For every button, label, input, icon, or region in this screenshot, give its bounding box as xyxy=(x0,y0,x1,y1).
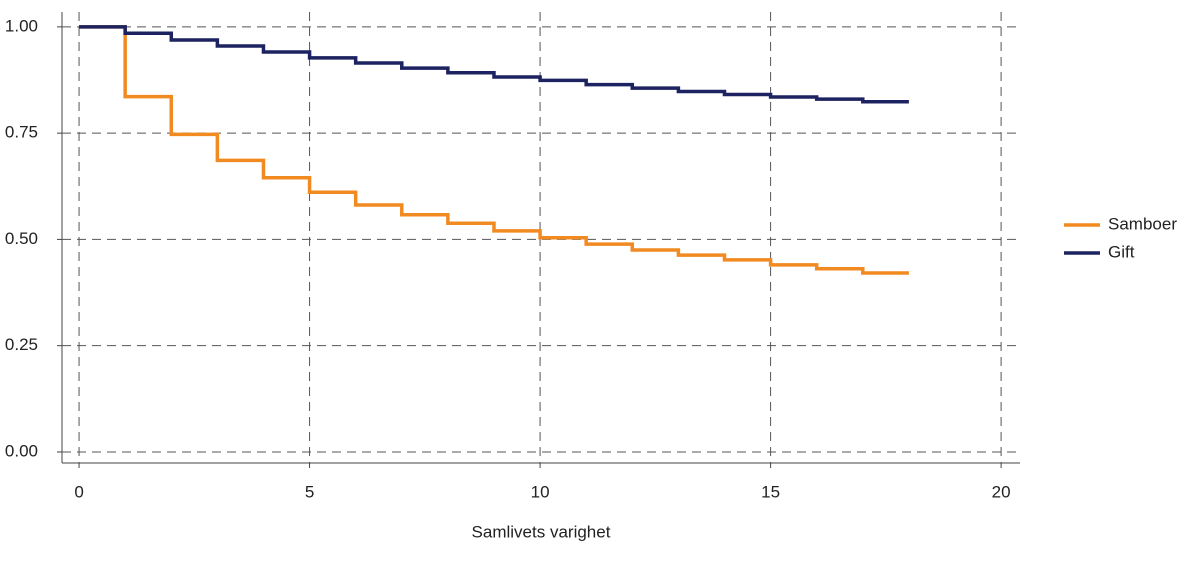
y-tick-label: 0.25 xyxy=(5,335,38,354)
y-tick-label: 0.75 xyxy=(5,123,38,142)
x-tick-label: 0 xyxy=(74,482,83,501)
y-tick-label: 0.00 xyxy=(5,441,38,460)
step-line xyxy=(79,25,909,104)
x-tick-label: 15 xyxy=(761,482,780,501)
x-tick-label: 5 xyxy=(305,482,314,501)
legend-label: Samboer xyxy=(1108,214,1177,233)
y-tick-label: 1.00 xyxy=(5,16,38,35)
x-tick-label: 20 xyxy=(992,482,1011,501)
x-tick-label: 10 xyxy=(531,482,550,501)
y-tick-label: 0.50 xyxy=(5,229,38,248)
legend-label: Gift xyxy=(1108,242,1135,261)
step-line xyxy=(79,25,909,275)
x-axis-title: Samlivets varighet xyxy=(472,522,611,541)
